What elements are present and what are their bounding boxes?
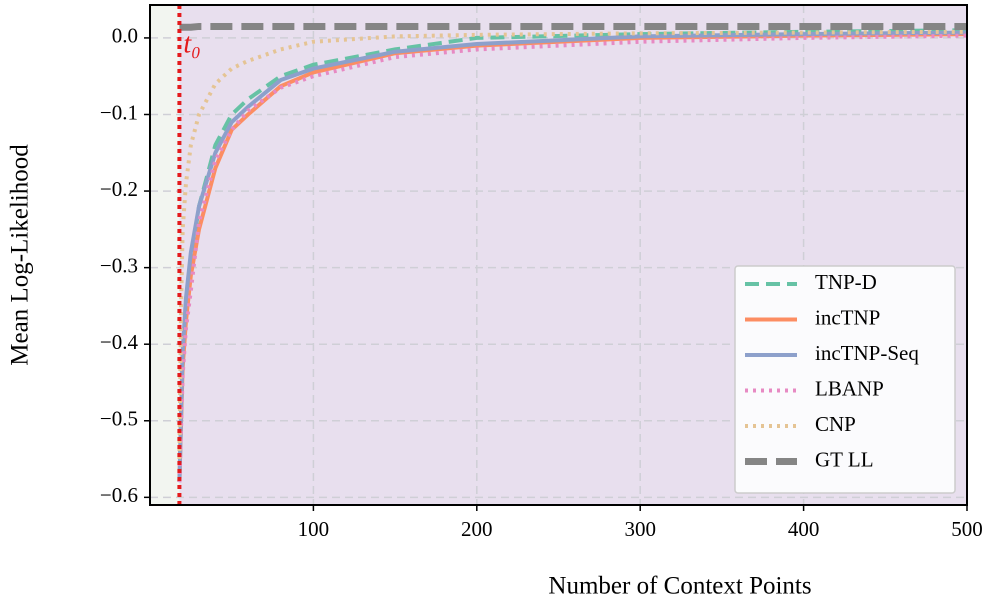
x-axis-label: Number of Context Points — [548, 573, 811, 600]
y-axis-label: Mean Log-Likelihood — [7, 144, 34, 366]
legend-label: incTNP — [815, 305, 880, 329]
series-line — [177, 30, 968, 483]
y-tick-label: −0.5 — [100, 407, 138, 431]
legend-label: TNP-D — [815, 270, 877, 294]
x-tick-label: 100 — [298, 517, 330, 541]
plot-frame — [149, 4, 968, 506]
y-tick-label: −0.4 — [100, 330, 139, 354]
series-line — [177, 33, 968, 483]
legend-label: LBANP — [815, 376, 884, 400]
legend-label: GT LL — [815, 447, 874, 471]
legend-box — [734, 265, 956, 494]
x-tick-label: 300 — [624, 517, 656, 541]
x-tick-label: 400 — [788, 517, 820, 541]
x-tick-label: 200 — [461, 517, 493, 541]
y-tick-label: −0.2 — [100, 177, 138, 201]
y-tick-label: −0.6 — [100, 483, 138, 507]
shade-before — [150, 5, 180, 505]
series-line — [179, 22, 967, 31]
legend-label: CNP — [815, 412, 856, 436]
y-tick-label: −0.1 — [100, 100, 138, 124]
vline-label: t₀ — [183, 28, 201, 59]
y-tick-label: 0.0 — [112, 24, 138, 48]
x-tick-label: 500 — [951, 517, 983, 541]
legend-label: incTNP-Seq — [815, 341, 919, 365]
y-tick-label: −0.3 — [100, 253, 138, 277]
